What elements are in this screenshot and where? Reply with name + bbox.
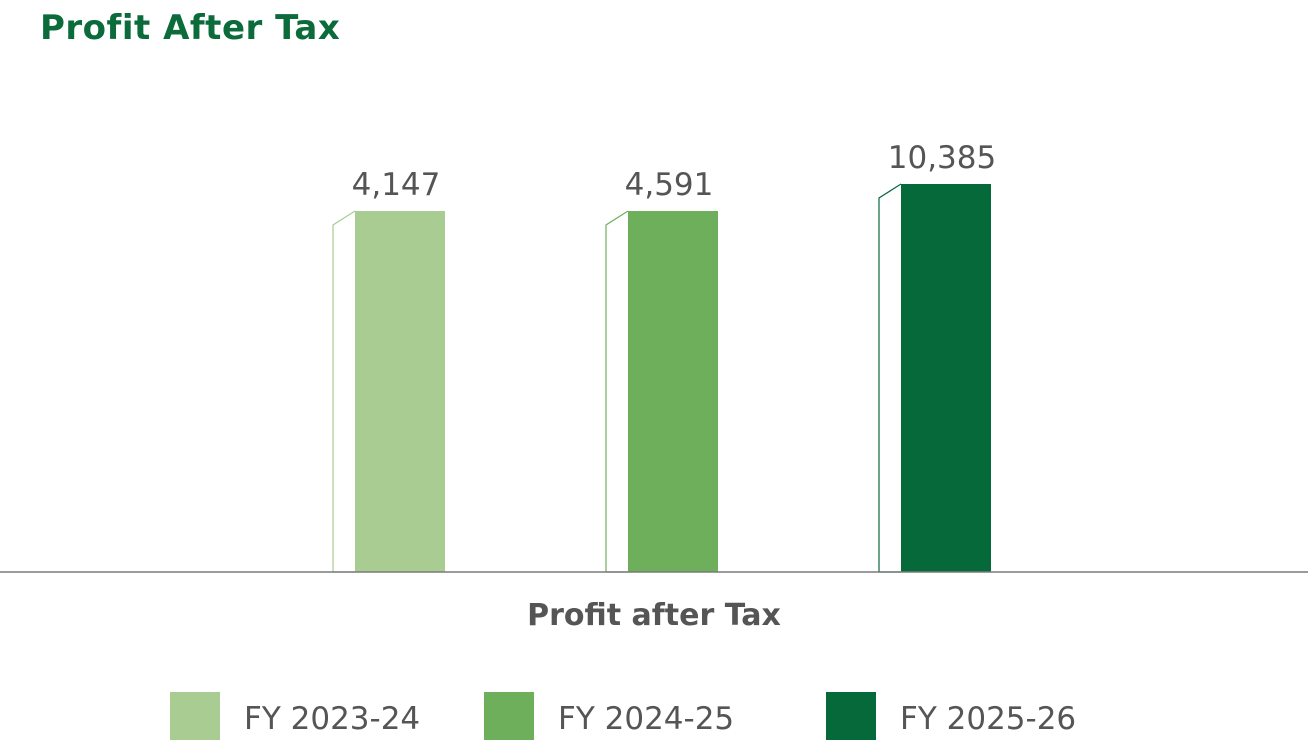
- legend-label-3: FY 2025-26: [900, 701, 1076, 737]
- bar-side-3: [878, 183, 902, 573]
- bar-fy-2023-24: [355, 211, 445, 572]
- bar-side-2: [605, 210, 629, 573]
- bar-fy-2024-25: [628, 211, 718, 572]
- legend-swatch-1: [170, 692, 220, 740]
- bar-fy-2025-26: [901, 184, 991, 572]
- legend-swatch-2: [484, 692, 534, 740]
- data-label-2: 4,591: [625, 167, 714, 203]
- legend: FY 2023-24 FY 2024-25 FY 2025-26: [170, 692, 1076, 740]
- legend-label-2: FY 2024-25: [558, 701, 734, 737]
- chart-title: Profit After Tax: [40, 8, 341, 48]
- legend-label-1: FY 2023-24: [244, 701, 420, 737]
- data-label-3: 10,385: [888, 140, 996, 176]
- data-label-1: 4,147: [352, 167, 441, 203]
- legend-swatch-3: [826, 692, 876, 740]
- x-axis-label: Profit after Tax: [527, 598, 781, 633]
- bar-side-1: [332, 210, 356, 573]
- bars-group: 4,147 4,591 10,385: [332, 140, 996, 573]
